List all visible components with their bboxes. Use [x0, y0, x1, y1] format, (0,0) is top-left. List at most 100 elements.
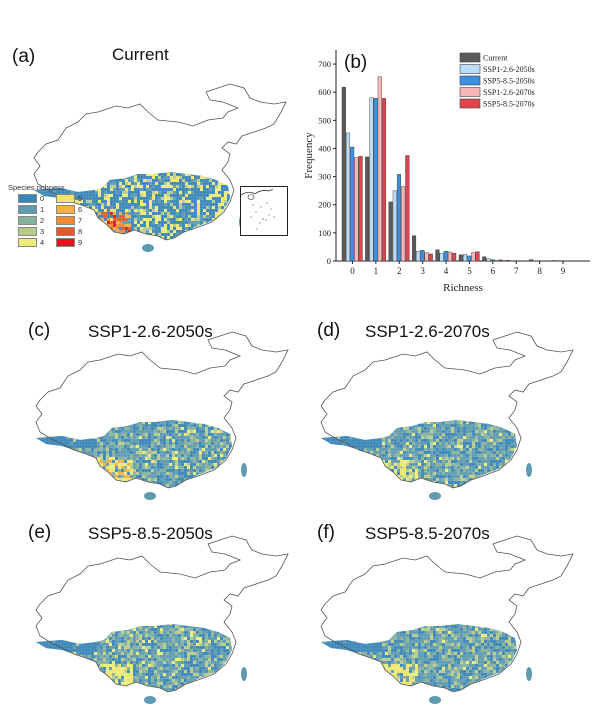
- map-panel-d: (d) SSP1-2.6-2070s: [285, 310, 585, 510]
- bar: [350, 146, 355, 262]
- bar: [528, 259, 534, 262]
- legend-item: 2: [18, 216, 56, 225]
- x-tick-label: 3: [420, 266, 425, 276]
- legend-grid: 0 5 1 6 2 7 3 8 4 9: [8, 194, 94, 247]
- china-map: [320, 535, 574, 704]
- x-axis-label: Richness: [443, 282, 483, 294]
- legend-swatch: [56, 238, 75, 247]
- bar: [345, 132, 351, 262]
- x-tick-label: 9: [561, 266, 566, 276]
- legend-label: SSP5-8.5-2070s: [483, 100, 535, 109]
- x-tick-label: 2: [397, 266, 402, 276]
- x-tick-label: 4: [444, 266, 449, 276]
- bar: [420, 250, 425, 262]
- legend-swatch: [459, 98, 481, 109]
- legend-swatch: [18, 205, 37, 214]
- panel-title: SSP1-2.6-2070s: [365, 322, 490, 341]
- bar: [458, 254, 463, 262]
- legend-swatch: [459, 87, 481, 97]
- legend-label: 1: [40, 205, 45, 214]
- legend-label: 9: [78, 238, 83, 247]
- legend-item: 5: [56, 194, 94, 203]
- taiwan-island: [241, 463, 247, 477]
- map-content: [320, 331, 574, 500]
- china-map: [35, 331, 289, 500]
- panel-label: (b): [344, 52, 368, 73]
- panel-title: Current: [112, 45, 169, 64]
- y-tick-label: 100: [318, 228, 331, 238]
- panel-label: (a): [12, 46, 36, 67]
- taiwan-island: [526, 667, 532, 681]
- legend-label: Current: [483, 54, 508, 63]
- bar: [392, 190, 397, 262]
- map-content: [320, 535, 574, 704]
- country-outline: [35, 535, 289, 693]
- richness-grid: [36, 624, 232, 692]
- country-outline: [320, 331, 574, 489]
- legend-label: 3: [40, 227, 45, 236]
- bar: [424, 252, 429, 262]
- bar: [447, 251, 453, 262]
- legend-label: 5: [78, 194, 83, 203]
- legend-swatch: [459, 52, 481, 63]
- richness-frequency-bar-chart: 0 100 200 300 400 500 600 700 0 1 2 3 4 5 6 7 8 9 Richness…: [303, 50, 590, 294]
- hainan-island: [144, 696, 156, 704]
- south-china-sea-inset: [240, 186, 288, 236]
- legend-label: SSP1-2.6-2050s: [483, 65, 535, 74]
- country-outline: [33, 83, 287, 241]
- panel-title: SSP5-8.5-2070s: [365, 524, 490, 543]
- legend-swatch: [56, 205, 75, 214]
- legend-swatch: [18, 194, 37, 203]
- map-panel-e: (e) SSP5-8.5-2050s: [0, 510, 300, 720]
- bar: [498, 259, 503, 262]
- legend-label: 6: [78, 205, 83, 214]
- bar: [396, 174, 402, 262]
- bar: [462, 254, 468, 262]
- bar: [354, 157, 359, 262]
- x-tick-label: 7: [514, 266, 519, 276]
- legend-label: 0: [40, 194, 45, 203]
- richness-grid: [36, 420, 232, 488]
- panel-label: (d): [317, 320, 341, 341]
- legend-swatch: [56, 216, 75, 225]
- legend-item: 7: [56, 216, 94, 225]
- bar: [401, 186, 406, 262]
- country-outline: [35, 331, 289, 489]
- y-tick-label: 600: [318, 87, 331, 97]
- panel-label: (e): [28, 522, 52, 543]
- bar: [467, 255, 472, 262]
- bar: [452, 252, 457, 262]
- bar: [377, 76, 382, 262]
- y-tick-label: 700: [318, 59, 331, 69]
- legend-item: 9: [56, 238, 94, 247]
- x-tick-label: 6: [491, 266, 496, 276]
- x-tick-label: 8: [537, 266, 542, 276]
- legend-item: 0: [18, 194, 56, 203]
- y-tick-label: 400: [318, 143, 331, 153]
- bar: [552, 260, 557, 262]
- panel-label: (c): [28, 320, 51, 341]
- legend-label: 7: [78, 216, 83, 225]
- bar: [369, 97, 374, 262]
- taiwan-island: [526, 463, 532, 477]
- map-panel-f: (f) SSP5-8.5-2070s: [285, 510, 585, 720]
- legend-label: 2: [40, 216, 45, 225]
- legend-swatch: [56, 227, 75, 236]
- legend-item: 1: [18, 205, 56, 214]
- y-tick-label: 200: [318, 200, 331, 210]
- x-tick-label: 0: [350, 266, 355, 276]
- legend-swatch: [18, 238, 37, 247]
- bar: [365, 156, 370, 262]
- bar: [482, 256, 487, 262]
- bar: [435, 249, 440, 262]
- x-tick-label: 5: [467, 266, 472, 276]
- china-map: [320, 331, 574, 500]
- bar: [439, 252, 444, 262]
- bar: [416, 250, 421, 262]
- legend-swatch: [459, 64, 481, 74]
- x-tick-label: 1: [374, 266, 379, 276]
- map-content: [35, 535, 289, 704]
- taiwan-island: [241, 667, 247, 681]
- chart-panel-b: 0 100 200 300 400 500 600 700 0 1 2 3 4 5 6 7 8 9 Richness…: [300, 40, 600, 300]
- legend-item: 6: [56, 205, 94, 214]
